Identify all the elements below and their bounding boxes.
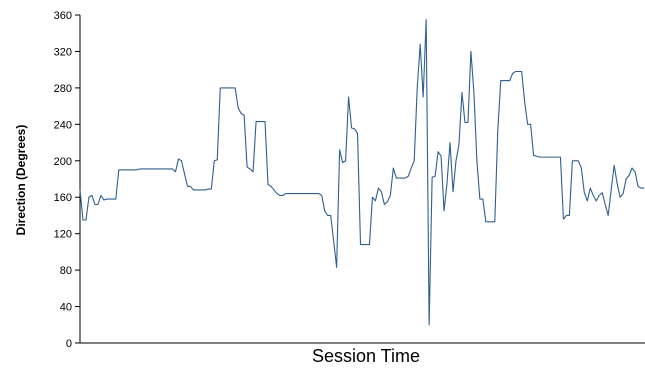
y-tick-label: 160 <box>54 192 72 204</box>
y-tick-label: 240 <box>54 119 72 131</box>
y-axis-ticks: 0 40 80 120 160 200 240 280 320 360 <box>54 10 80 350</box>
y-tick-label: 80 <box>60 265 72 277</box>
y-tick-label: 40 <box>60 302 72 314</box>
y-tick-label: 280 <box>54 83 72 95</box>
y-tick-label: 0 <box>66 338 72 350</box>
y-tick-label: 320 <box>54 46 72 58</box>
x-axis-title: Session Time <box>312 346 420 366</box>
y-tick-label: 360 <box>54 10 72 22</box>
y-axis-title: Direction (Degrees) <box>14 125 28 236</box>
series-line <box>79 19 644 326</box>
y-tick-label: 120 <box>54 229 72 241</box>
y-tick-label: 200 <box>54 156 72 168</box>
